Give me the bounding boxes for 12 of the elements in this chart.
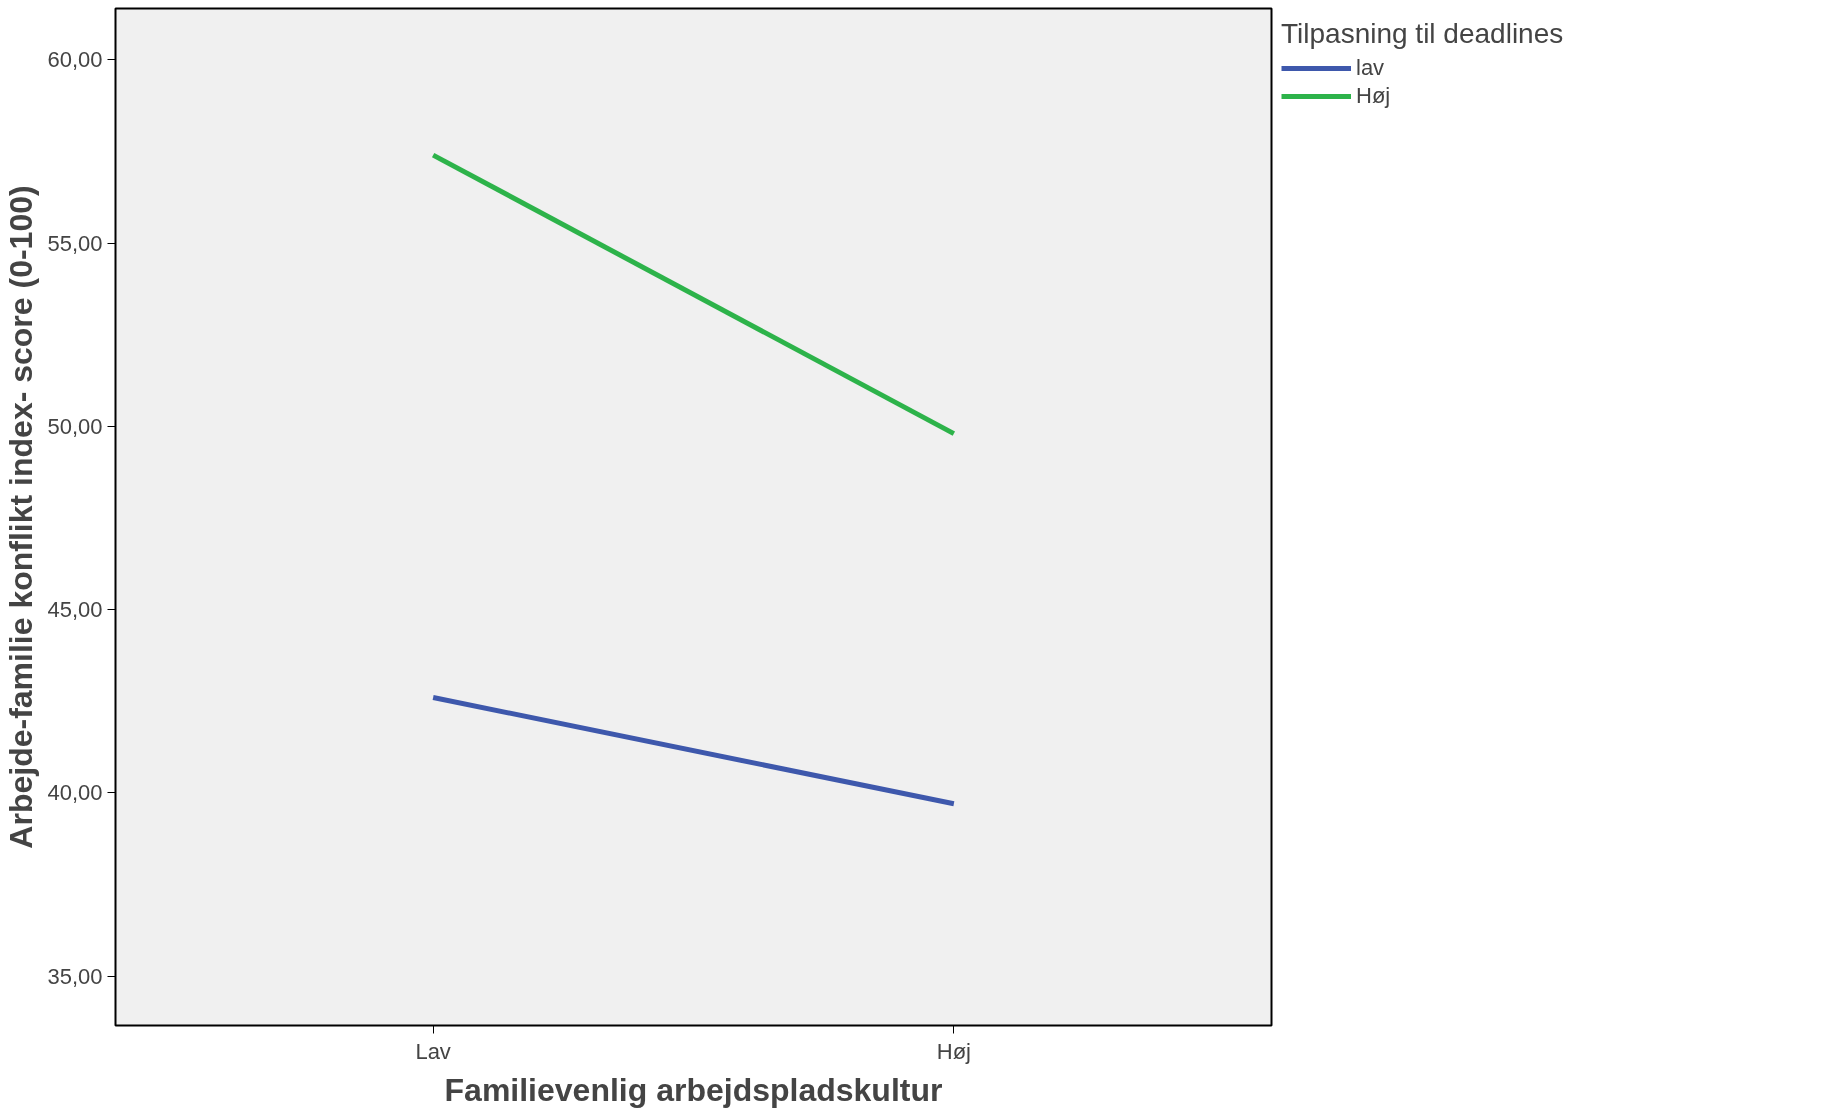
y-tick-label: 40,00 (47, 780, 103, 806)
legend-label: lav (1356, 55, 1385, 81)
legend-label: Høj (1356, 83, 1391, 109)
y-tick-label: 55,00 (47, 230, 103, 256)
y-tick-label: 45,00 (47, 597, 103, 623)
y-tick-label: 60,00 (47, 47, 103, 73)
y-axis-title: Arbejde-familie konflikt index- score (0-100) (3, 185, 40, 849)
legend-title: Tilpasning til deadlines (1281, 18, 1564, 50)
x-axis-title: Familievenlig arbejdspladskultur (444, 1071, 943, 1108)
y-tick-label: 35,00 (47, 963, 103, 989)
x-tick-label: Lav (415, 1038, 451, 1064)
y-tick-label: 50,00 (47, 413, 103, 439)
